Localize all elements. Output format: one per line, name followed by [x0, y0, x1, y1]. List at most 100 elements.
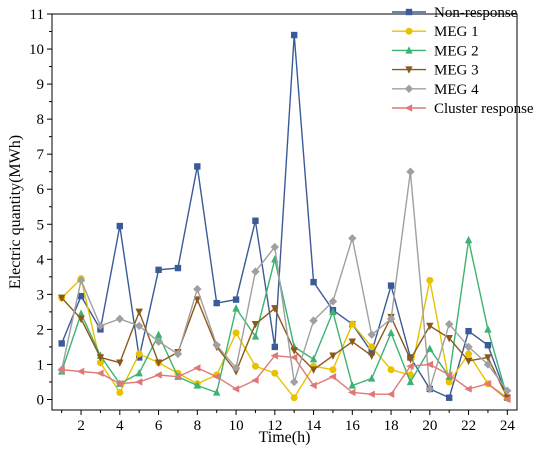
- data-point: [406, 362, 414, 370]
- y-tick-label: 1: [37, 357, 45, 373]
- y-tick-label: 10: [29, 42, 44, 58]
- legend-item: MEG 3: [392, 63, 479, 79]
- legend-label: MEG 3: [434, 63, 479, 79]
- data-point: [193, 284, 202, 294]
- data-point: [154, 337, 163, 346]
- data-point: [270, 351, 279, 360]
- data-point: [348, 388, 356, 397]
- data-point: [116, 222, 124, 230]
- data-point: [154, 371, 162, 379]
- data-point: [232, 304, 240, 312]
- x-tick-label: 6: [155, 418, 163, 434]
- data-point: [368, 348, 375, 356]
- data-point: [252, 217, 259, 224]
- legend-marker: [405, 46, 413, 54]
- legend-item: Non-response: [392, 5, 518, 21]
- data-point: [231, 363, 241, 373]
- data-point: [387, 366, 395, 374]
- x-tick-label: 2: [77, 418, 85, 434]
- data-point: [270, 242, 280, 252]
- legend-marker: [404, 104, 413, 112]
- data-point: [116, 388, 124, 396]
- legend-label: Cluster response: [434, 101, 534, 117]
- legend-marker: [405, 66, 413, 74]
- x-axis-title: Time(h): [259, 429, 311, 446]
- data-point: [368, 343, 376, 351]
- x-tick-label: 14: [306, 418, 322, 434]
- data-point: [464, 357, 473, 366]
- data-point: [193, 381, 202, 389]
- legend-label: Non-response: [434, 5, 518, 21]
- legend-marker: [405, 8, 413, 16]
- series-line: [61, 171, 508, 392]
- data-point: [135, 354, 143, 361]
- data-point: [289, 353, 298, 362]
- data-point: [348, 338, 357, 346]
- data-point: [329, 352, 337, 360]
- legend: Non-response MEG 1 MEG 2 MEG 3 MEG 4 Cluster …: [392, 5, 534, 117]
- data-point: [406, 355, 415, 364]
- data-point: [309, 354, 318, 363]
- x-tick-label: 8: [194, 418, 202, 434]
- data-point: [173, 373, 182, 381]
- y-tick-label: 4: [37, 252, 45, 268]
- x-tick-label: 24: [500, 418, 516, 434]
- data-point: [135, 350, 143, 358]
- plot-area: [51, 13, 518, 411]
- x-tick-label: 20: [422, 418, 437, 434]
- data-point: [154, 359, 163, 367]
- data-point: [271, 305, 279, 313]
- data-point: [465, 327, 472, 335]
- series-layer: [57, 31, 512, 404]
- data-point: [445, 334, 453, 343]
- data-point: [58, 340, 65, 347]
- data-point: [464, 342, 473, 352]
- plot-border: [51, 13, 518, 411]
- data-point: [135, 308, 143, 317]
- y-tick-label: 3: [37, 287, 45, 303]
- y-tick-label: 2: [37, 322, 45, 338]
- legend-item: MEG 1: [392, 24, 479, 40]
- data-point: [115, 380, 124, 388]
- y-axis: 0 1 2 3 4 5 6 7 8 9 10 11: [29, 7, 52, 408]
- series-line: [61, 239, 508, 398]
- data-point: [483, 380, 492, 388]
- data-point: [367, 352, 376, 360]
- data-point: [251, 320, 260, 329]
- data-point: [329, 307, 337, 316]
- x-axis: 2 4 6 8 10 12 14 16 18 20 22 24: [61, 410, 516, 434]
- data-point: [96, 354, 105, 362]
- data-point: [57, 294, 66, 303]
- x-tick-label: 12: [267, 418, 282, 434]
- data-point: [310, 278, 317, 286]
- data-point: [173, 349, 183, 359]
- data-point: [309, 316, 318, 325]
- data-point: [155, 266, 162, 274]
- data-point: [174, 264, 182, 272]
- data-point: [57, 365, 65, 374]
- data-point: [484, 354, 492, 362]
- legend-label: MEG 2: [434, 43, 479, 59]
- data-point: [425, 384, 435, 394]
- data-point: [251, 362, 259, 370]
- data-point: [348, 320, 356, 328]
- y-tick-label: 6: [37, 182, 45, 198]
- x-tick-label: 16: [345, 418, 361, 434]
- data-point: [425, 360, 434, 369]
- data-point: [271, 343, 279, 351]
- data-point: [96, 321, 105, 331]
- data-point: [367, 374, 376, 382]
- x-tick-label: 22: [461, 418, 476, 434]
- data-point: [386, 314, 396, 324]
- data-point: [251, 376, 259, 384]
- data-point: [193, 296, 202, 304]
- data-point: [77, 309, 85, 317]
- data-point: [290, 347, 298, 355]
- data-point: [193, 364, 201, 372]
- data-point: [212, 373, 220, 381]
- data-point: [426, 322, 434, 331]
- data-point: [464, 385, 472, 393]
- data-point: [309, 381, 317, 390]
